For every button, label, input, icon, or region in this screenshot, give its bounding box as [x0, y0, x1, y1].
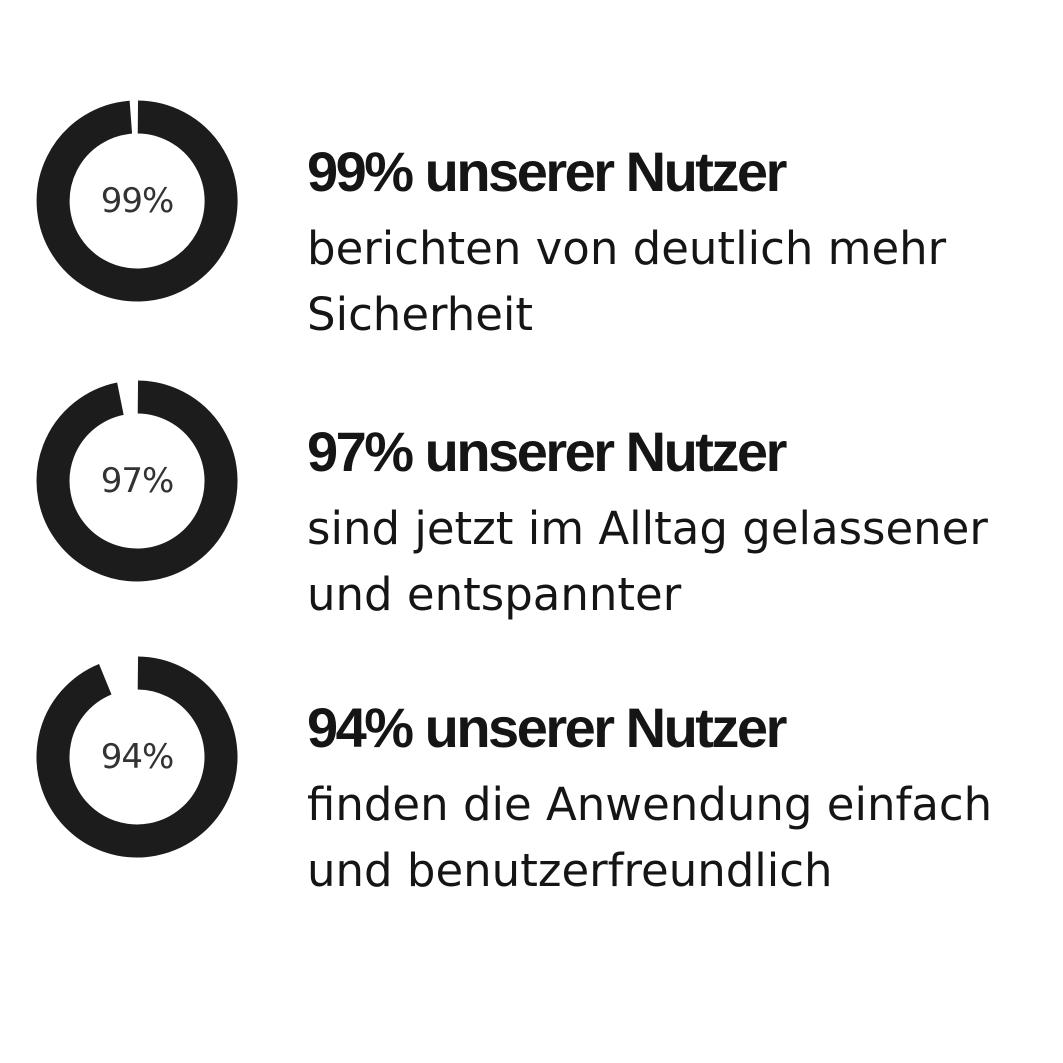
donut-center-label-2: 97%: [100, 461, 175, 501]
stat-description-1-line-1: berichten von deutlich mehr: [307, 222, 947, 275]
stat-description-1-line-2: Sicherheit: [307, 288, 534, 341]
stat-row-1: 99% 99% unserer Nutzer berichten von deu…: [0, 100, 1063, 360]
donut-arc-2: [36, 380, 238, 582]
donut-svg-3: [36, 656, 238, 858]
stat-description-1: berichten von deutlich mehr Sicherheit: [307, 216, 1047, 348]
donut-center-label-1: 99%: [100, 181, 175, 221]
donut-svg-2: [36, 380, 238, 582]
donut-center-label-3: 94%: [100, 737, 175, 777]
donut-chart-1: 99%: [36, 100, 238, 302]
stat-description-2-line-1: sind jetzt im Alltag gelassener: [307, 502, 988, 555]
donut-arc-3: [36, 656, 238, 858]
stat-headline-3: 94% unserer Nutzer: [307, 696, 787, 759]
stat-description-2: sind jetzt im Alltag gelassener und ents…: [307, 496, 1047, 628]
donut-arc-1: [36, 100, 238, 302]
stat-headline-1: 99% unserer Nutzer: [307, 140, 787, 203]
stat-description-2-line-2: und entspannter: [307, 568, 682, 621]
stat-row-2: 97% 97% unserer Nutzer sind jetzt im All…: [0, 380, 1063, 640]
stat-description-3-line-2: und benutzerfreundlich: [307, 844, 833, 897]
stat-description-3-line-1: finden die Anwendung einfach: [307, 778, 993, 831]
stat-headline-2: 97% unserer Nutzer: [307, 420, 787, 483]
donut-chart-2: 97%: [36, 380, 238, 582]
donut-chart-3: 94%: [36, 656, 238, 858]
stat-description-3: finden die Anwendung einfach und benutze…: [307, 772, 1047, 904]
stat-row-3: 94% 94% unserer Nutzer finden die Anwend…: [0, 656, 1063, 916]
donut-svg-1: [36, 100, 238, 302]
